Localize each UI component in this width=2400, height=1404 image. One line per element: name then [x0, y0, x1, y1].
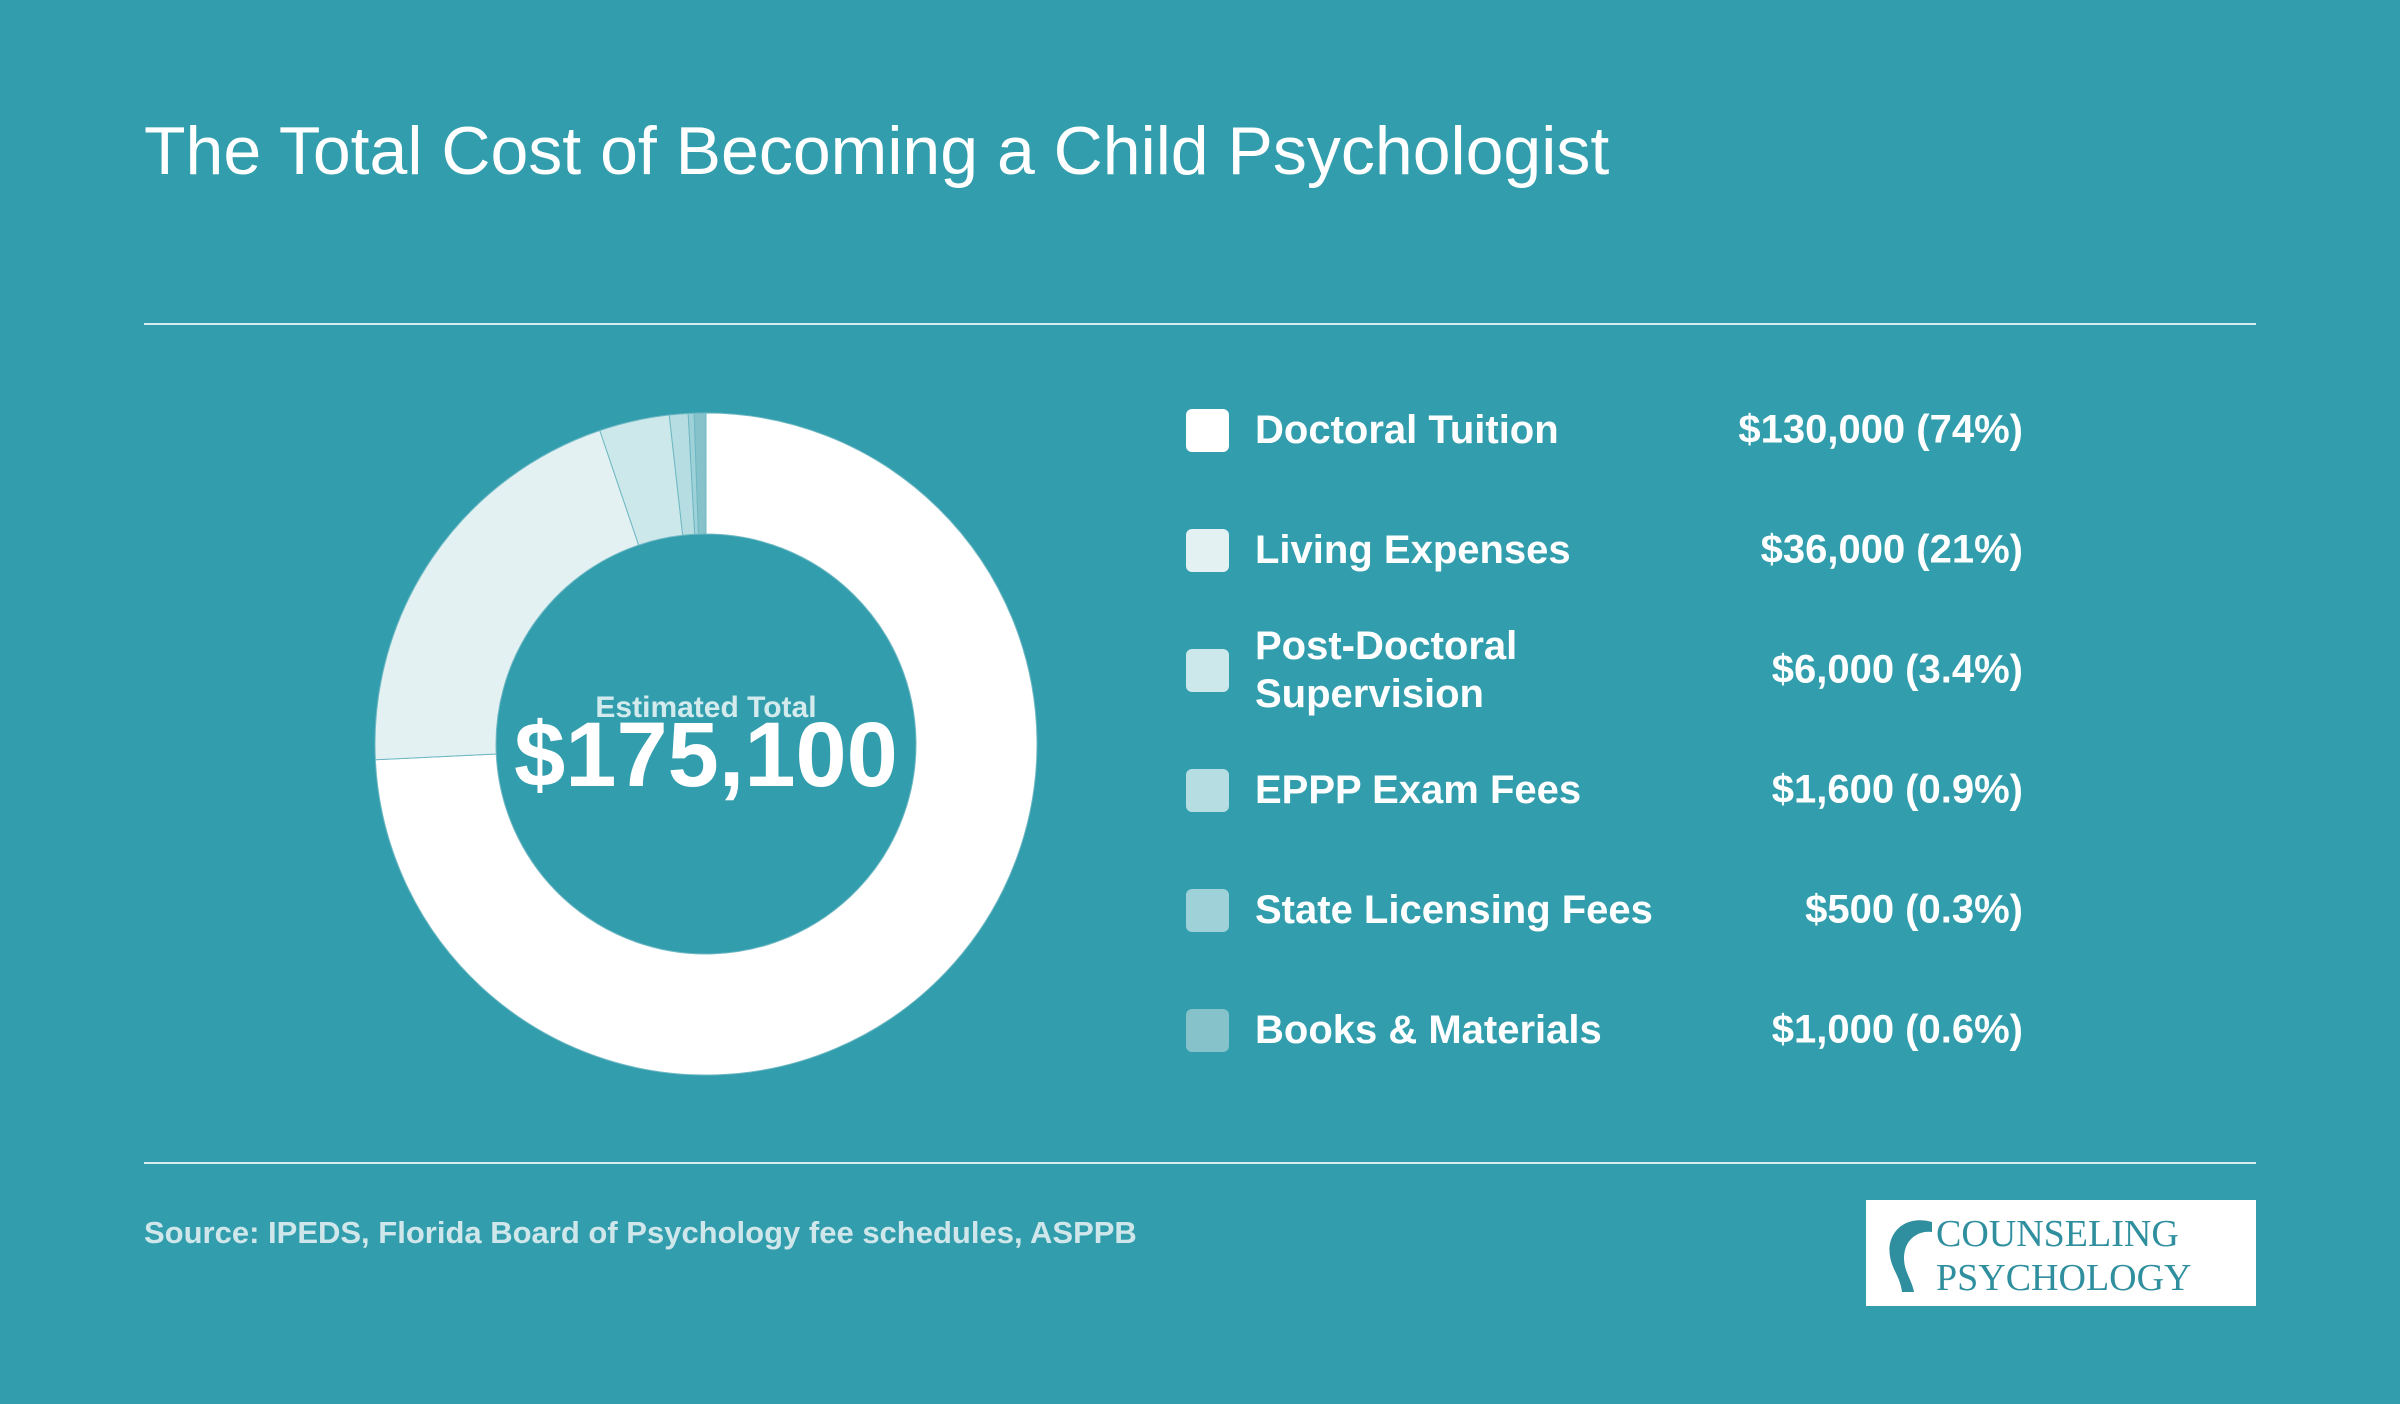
legend-label: Living Expenses [1255, 528, 1571, 572]
center-total: $175,100 [514, 704, 898, 806]
legend-label: Books & Materials [1255, 1008, 1602, 1052]
legend-label: EPPP Exam Fees [1255, 768, 1582, 812]
logo-line: COUNSELING [1936, 1213, 2179, 1255]
donut-slice [374, 429, 640, 761]
donut-slice [374, 412, 1038, 1076]
value-label: $36,000 (21%) [1760, 527, 2023, 572]
legend-swatch [1186, 769, 1229, 812]
divider [144, 323, 2256, 325]
value-label: $1,600 (0.9%) [1771, 767, 2023, 812]
logo-line: PSYCHOLOGY [1936, 1257, 2192, 1299]
logo-icon [1889, 1220, 1932, 1292]
source-note: Source: IPEDS, Florida Board of Psycholo… [144, 1215, 1137, 1250]
value-label: $1,000 (0.6%) [1771, 1007, 2023, 1052]
value-label: $500 (0.3%) [1805, 887, 2023, 932]
divider [144, 1162, 2256, 1164]
legend-swatch [1186, 649, 1229, 692]
logo: COUNSELING PSYCHOLOGY [1866, 1200, 2256, 1306]
legend-swatch [1186, 529, 1229, 572]
legend-label: Doctoral Tuition [1255, 408, 1559, 452]
value-label: $130,000 (74%) [1738, 407, 2023, 452]
legend-swatch [1186, 889, 1229, 932]
donut-slice [693, 412, 707, 535]
center-title: Estimated Total [595, 691, 816, 724]
legend-label: Post-Doctoral Supervision [1255, 624, 1518, 716]
donut-chart: Estimated Total $175,100 [374, 412, 1038, 1076]
value-label: $6,000 (3.4%) [1771, 647, 2023, 692]
chart-title: The Total Cost of Becoming a Child Psych… [144, 113, 1610, 189]
legend-swatch [1186, 1009, 1229, 1052]
legend-swatch [1186, 409, 1229, 452]
legend-label: State Licensing Fees [1255, 888, 1653, 932]
